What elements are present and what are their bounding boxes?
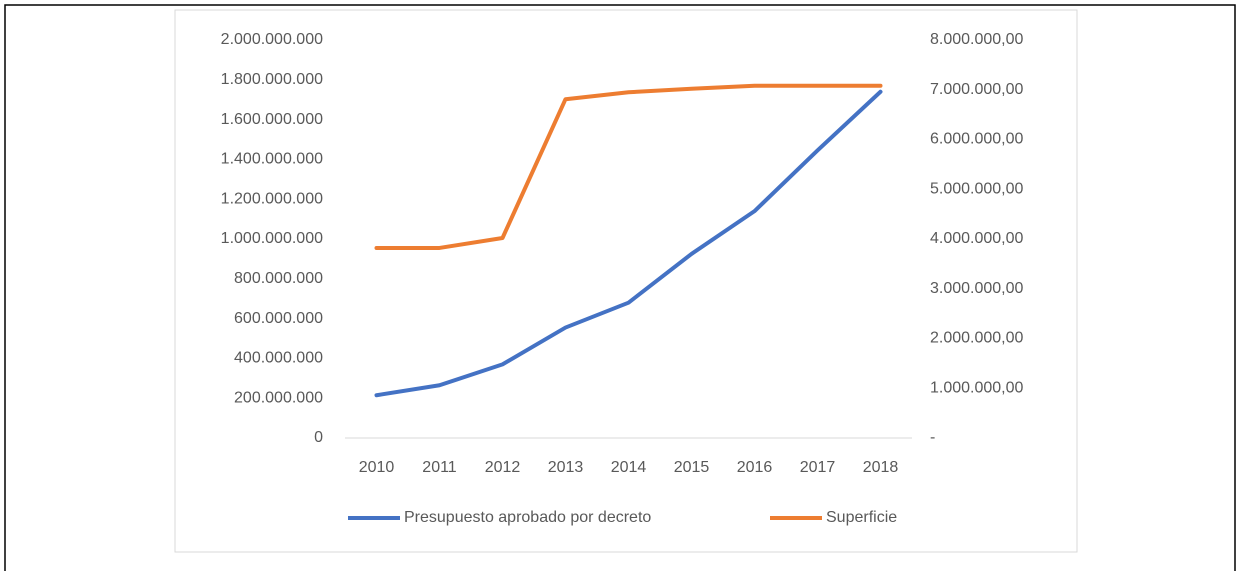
legend-label: Superficie — [826, 509, 897, 526]
series-line — [374, 83, 883, 250]
y-tick-label: 600.000.000 — [234, 310, 323, 327]
x-tick-label: 2014 — [611, 459, 647, 476]
x-tick-label: 2010 — [359, 459, 395, 476]
y-tick-label: 1.400.000.000 — [221, 151, 323, 168]
y2-tick-label: 1.000.000,00 — [930, 379, 1024, 396]
x-tick-label: 2011 — [422, 459, 457, 476]
y2-tick-label: 7.000.000,00 — [930, 81, 1024, 98]
y-tick-label: 1.000.000.000 — [221, 230, 323, 247]
legend-label: Presupuesto aprobado por decreto — [404, 509, 651, 526]
y-tick-label: 800.000.000 — [234, 270, 323, 287]
y-tick-label: 200.000.000 — [234, 389, 323, 406]
x-tick-label: 2016 — [737, 459, 773, 476]
x-tick-label: 2012 — [485, 459, 521, 476]
series-line — [374, 89, 883, 398]
y-tick-label: 400.000.000 — [234, 350, 323, 367]
y2-tick-label: - — [930, 429, 935, 446]
y-tick-label: 0 — [314, 429, 323, 446]
y2-tick-label: 3.000.000,00 — [930, 280, 1024, 297]
x-tick-label: 2015 — [674, 459, 710, 476]
x-tick-label: 2018 — [863, 459, 899, 476]
y2-tick-label: 5.000.000,00 — [930, 180, 1024, 197]
y2-tick-label: 4.000.000,00 — [930, 230, 1024, 247]
x-tick-label: 2013 — [548, 459, 584, 476]
y-tick-label: 1.600.000.000 — [221, 111, 323, 128]
y-tick-label: 2.000.000.000 — [221, 31, 323, 48]
y2-tick-label: 8.000.000,00 — [930, 31, 1024, 48]
chart-area — [174, 9, 1078, 553]
y-tick-label: 1.800.000.000 — [221, 71, 323, 88]
y-tick-label: 1.200.000.000 — [221, 190, 323, 207]
y2-tick-label: 2.000.000,00 — [930, 330, 1024, 347]
y2-tick-label: 6.000.000,00 — [930, 131, 1024, 148]
x-tick-label: 2017 — [800, 459, 836, 476]
outer-frame — [4, 4, 1236, 571]
